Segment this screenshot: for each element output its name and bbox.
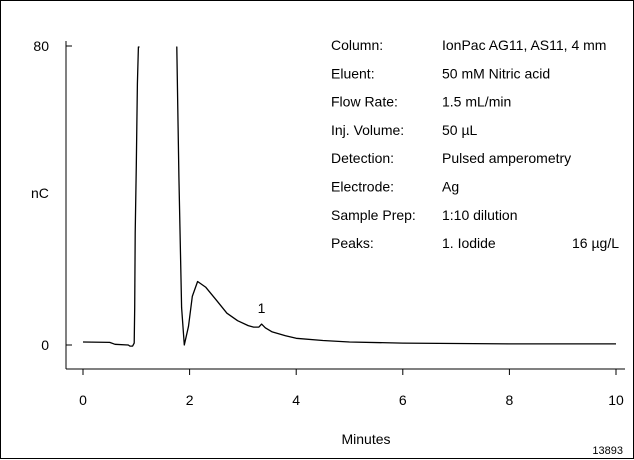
peak-amount: 16 µg/L bbox=[572, 235, 619, 251]
x-tick-label: 4 bbox=[292, 392, 300, 408]
axes bbox=[65, 41, 625, 370]
x-tick-label: 10 bbox=[608, 392, 624, 408]
x-tick-label: 2 bbox=[186, 392, 194, 408]
peaks-label: Peaks: bbox=[331, 235, 374, 251]
condition-value: 50 mM Nitric acid bbox=[442, 65, 550, 81]
condition-label: Electrode: bbox=[331, 179, 394, 195]
y-tick-label: 0 bbox=[41, 337, 49, 353]
x-axis-label: Minutes bbox=[341, 431, 390, 447]
condition-value: 1:10 dilution bbox=[442, 207, 518, 223]
condition-label: Detection: bbox=[331, 150, 394, 166]
condition-value: 50 µL bbox=[442, 122, 478, 138]
condition-label: Eluent: bbox=[331, 65, 375, 81]
x-tick-label: 0 bbox=[79, 392, 87, 408]
condition-value: Ag bbox=[442, 179, 459, 195]
peak-name: 1. Iodide bbox=[442, 235, 496, 251]
peak-label: 1 bbox=[258, 300, 266, 316]
condition-value: IonPac AG11, AS11, 4 mm bbox=[442, 37, 606, 53]
condition-label: Column: bbox=[331, 37, 383, 53]
chromatogram-trace bbox=[82, 46, 616, 347]
condition-label: Sample Prep: bbox=[331, 207, 416, 223]
condition-value: 1.5 mL/min bbox=[442, 94, 511, 110]
y-tick-label: 80 bbox=[33, 38, 49, 54]
ticks: 0 2 4 6 8 10 0 80 bbox=[33, 38, 624, 408]
conditions-table: Column: IonPac AG11, AS11, 4 mm Eluent: 50 … bbox=[331, 37, 619, 251]
condition-value: Pulsed amperometry bbox=[442, 150, 571, 166]
condition-label: Flow Rate: bbox=[331, 94, 398, 110]
y-axis-label: nC bbox=[31, 185, 49, 201]
x-tick-label: 8 bbox=[506, 392, 514, 408]
condition-label: Inj. Volume: bbox=[331, 122, 404, 138]
annotations: 1 bbox=[258, 300, 266, 316]
x-tick-label: 6 bbox=[399, 392, 407, 408]
figure-id: 13893 bbox=[592, 445, 623, 457]
